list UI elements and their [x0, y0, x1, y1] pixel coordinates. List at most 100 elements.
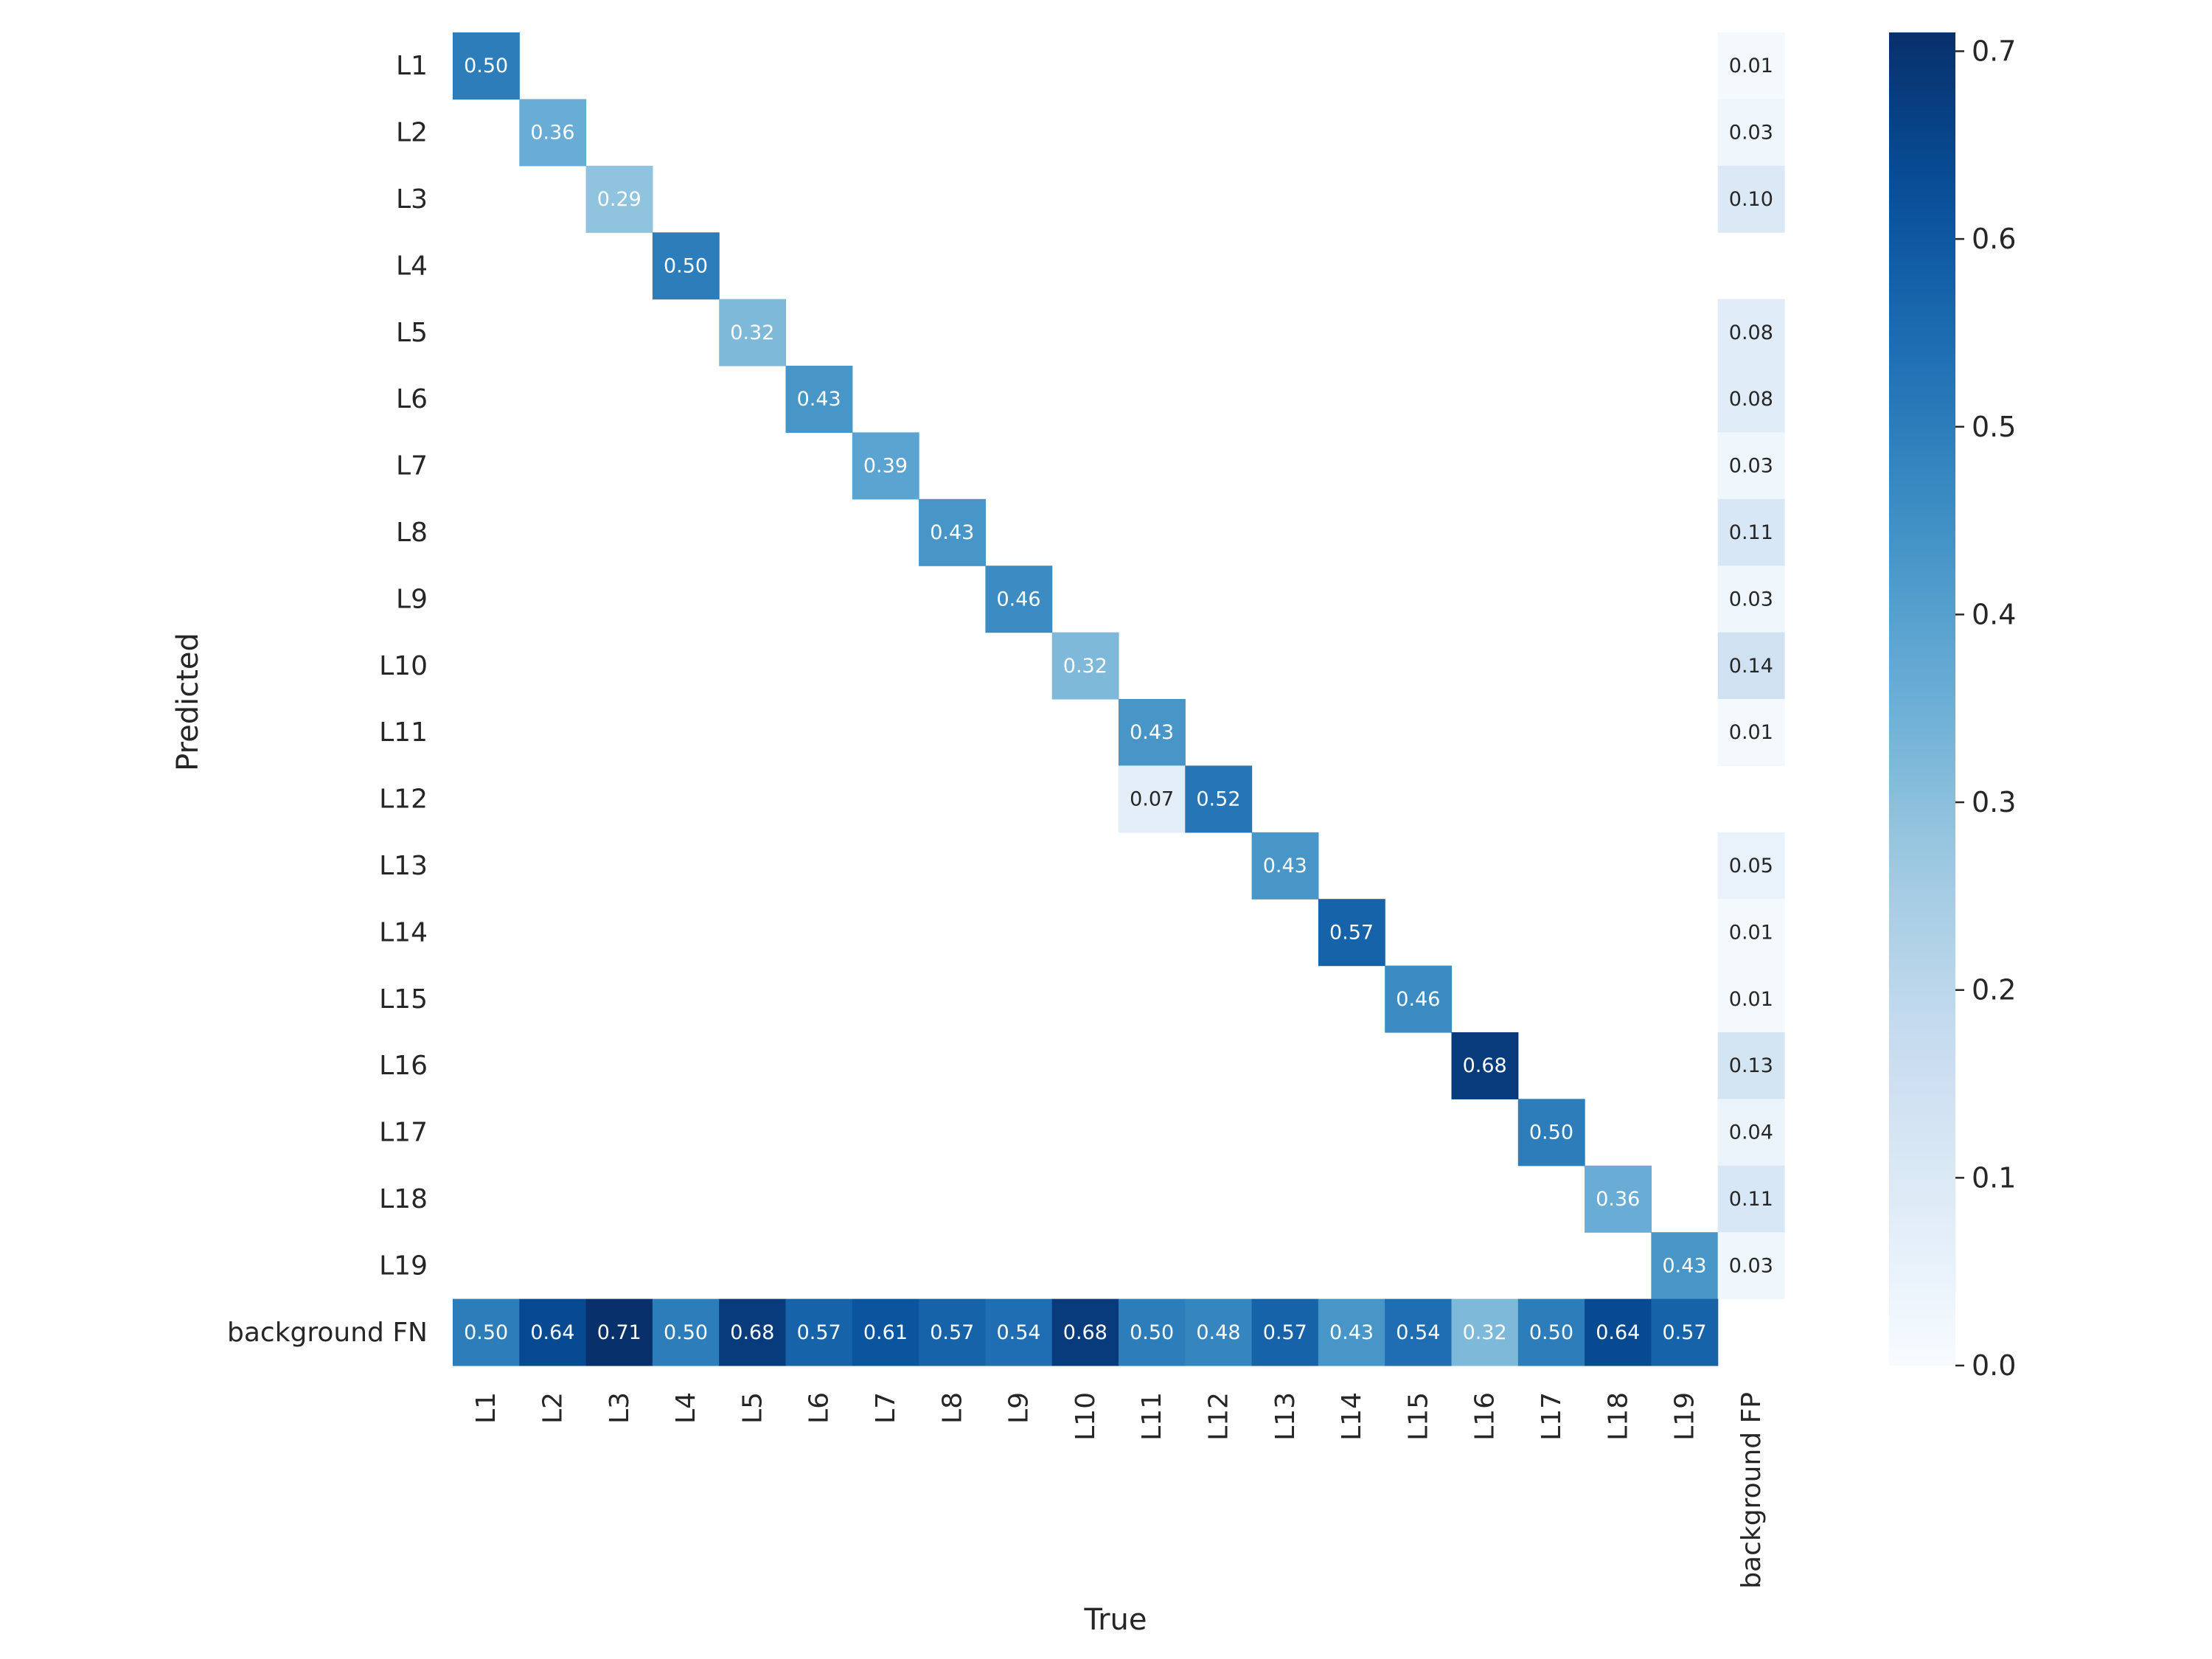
heatmap-cell	[1585, 1165, 1652, 1233]
cell-value-label: 0.54	[1396, 1321, 1440, 1344]
x-tick-label: L1	[471, 1392, 501, 1424]
y-tick-label: L2	[396, 118, 428, 148]
y-tick-label: L8	[396, 518, 428, 548]
cell-value-label: 0.01	[1729, 721, 1773, 744]
cell-value-label: 0.61	[863, 1321, 908, 1344]
x-tick-label: L9	[1004, 1392, 1034, 1424]
heatmap-cell	[1717, 566, 1785, 633]
cell-value-label: 0.68	[730, 1321, 774, 1344]
cell-value-label: 0.01	[1729, 921, 1773, 944]
cell-value-label: 0.71	[597, 1321, 641, 1344]
heatmap-cell	[1717, 632, 1785, 700]
x-tick-label: L19	[1670, 1392, 1700, 1441]
heatmap-cell	[1717, 1099, 1785, 1166]
colorbar-tick-label: 0.0	[1972, 1349, 2016, 1382]
heatmap-cell	[519, 1298, 587, 1366]
heatmap-cell	[919, 498, 986, 566]
cell-value-label: 0.32	[1063, 655, 1107, 678]
cell-value-label: 0.64	[1596, 1321, 1640, 1344]
cell-value-label: 0.50	[664, 254, 708, 277]
y-tick-label: L10	[379, 651, 428, 681]
x-tick-label: L15	[1403, 1392, 1433, 1441]
cell-value-label: 0.01	[1729, 55, 1773, 77]
heatmap-cell	[585, 1298, 653, 1366]
cell-value-label: 0.13	[1729, 1054, 1773, 1077]
cell-value-label: 0.05	[1729, 855, 1773, 877]
heatmap-cell	[985, 566, 1053, 633]
cell-value-label: 0.39	[863, 455, 908, 478]
x-tick-label: L11	[1137, 1392, 1167, 1441]
heatmap-cell	[1119, 699, 1186, 766]
x-tick-label: L8	[937, 1392, 967, 1424]
cell-value-label: 0.57	[1329, 921, 1374, 944]
y-tick-label: L16	[379, 1051, 428, 1081]
cell-value-label: 0.32	[730, 321, 774, 344]
x-axis-title: True	[1084, 1603, 1147, 1637]
cell-value-label: 0.03	[1729, 122, 1773, 145]
cell-value-label: 0.57	[1263, 1321, 1307, 1344]
heatmap-cells: 0.50 0.01 0.36 0.03 0.29 0.10 0.50 0.32 0.08 0.43…	[453, 32, 1785, 1366]
cell-value-label: 0.50	[1529, 1121, 1573, 1144]
x-tick-label: L2	[538, 1392, 568, 1424]
cell-value-label: 0.43	[1130, 721, 1174, 744]
cell-value-label: 0.08	[1729, 321, 1773, 344]
heatmap-cell	[919, 1298, 986, 1366]
heatmap-cell	[1517, 1298, 1585, 1366]
colorbar-tick-label: 0.5	[1972, 411, 2016, 443]
heatmap-cell	[1051, 632, 1119, 700]
cell-value-label: 0.57	[797, 1321, 841, 1344]
y-tick-label: L12	[379, 785, 428, 815]
heatmap-cell	[1651, 1298, 1719, 1366]
heatmap-cell	[985, 1298, 1053, 1366]
y-tick-label: L13	[379, 851, 428, 881]
heatmap-cell	[1585, 1298, 1652, 1366]
cell-value-label: 0.07	[1130, 788, 1174, 811]
y-tick-label: L19	[379, 1251, 428, 1281]
cell-value-label: 0.48	[1196, 1321, 1240, 1344]
x-tick-label: L14	[1337, 1392, 1367, 1441]
cell-value-label: 0.43	[797, 388, 841, 411]
y-tick-label: L11	[379, 717, 428, 748]
x-tick-label: L16	[1470, 1392, 1500, 1441]
cell-value-label: 0.46	[1396, 988, 1440, 1011]
heatmap-cell	[1717, 32, 1785, 100]
heatmap-cell	[1119, 1298, 1186, 1366]
cell-value-label: 0.43	[1263, 855, 1307, 877]
y-tick-label: L6	[396, 384, 428, 414]
cell-value-label: 0.68	[1063, 1321, 1107, 1344]
heatmap-cell	[719, 1298, 787, 1366]
x-tick-label: L17	[1537, 1392, 1567, 1441]
colorbar-tick-label: 0.4	[1972, 598, 2016, 630]
x-tick-label: L3	[605, 1392, 635, 1424]
cell-value-label: 0.54	[996, 1321, 1040, 1344]
cell-value-label: 0.52	[1196, 788, 1240, 811]
heatmap-cell	[785, 366, 853, 433]
x-tick-label: L4	[671, 1392, 701, 1424]
heatmap-cell	[852, 432, 919, 500]
colorbar-tick-label: 0.2	[1972, 974, 2016, 1006]
heatmap-cell	[1385, 1298, 1453, 1366]
colorbar-tick-label: 0.3	[1972, 786, 2016, 818]
heatmap-cell	[1251, 1298, 1319, 1366]
y-tick-label: L14	[379, 917, 428, 947]
heatmap-cell	[1119, 765, 1186, 833]
x-tick-label: L7	[871, 1392, 901, 1424]
heatmap-cell	[652, 1298, 720, 1366]
cell-value-label: 0.57	[1662, 1321, 1706, 1344]
heatmap-cell	[1385, 965, 1453, 1033]
cell-value-label: 0.08	[1729, 388, 1773, 411]
heatmap-cell	[585, 165, 653, 233]
heatmap-cell	[1717, 165, 1785, 233]
heatmap-cell	[1251, 832, 1319, 900]
heatmap-cell	[1717, 1165, 1785, 1233]
cell-value-label: 0.04	[1729, 1121, 1773, 1144]
cell-value-label: 0.29	[597, 188, 641, 211]
x-tick-label: L10	[1071, 1392, 1101, 1441]
cell-value-label: 0.03	[1729, 1254, 1773, 1277]
cell-value-label: 0.50	[464, 1321, 508, 1344]
cell-value-label: 0.50	[664, 1321, 708, 1344]
colorbar-tick-label: 0.1	[1972, 1161, 2016, 1194]
y-tick-labels: L1 L2 L3 L4 L5 L6 L7 L8 L9 L10 L11 L12 L13 L14 L15 L16 L…	[227, 51, 428, 1348]
cell-value-label: 0.64	[530, 1321, 574, 1344]
